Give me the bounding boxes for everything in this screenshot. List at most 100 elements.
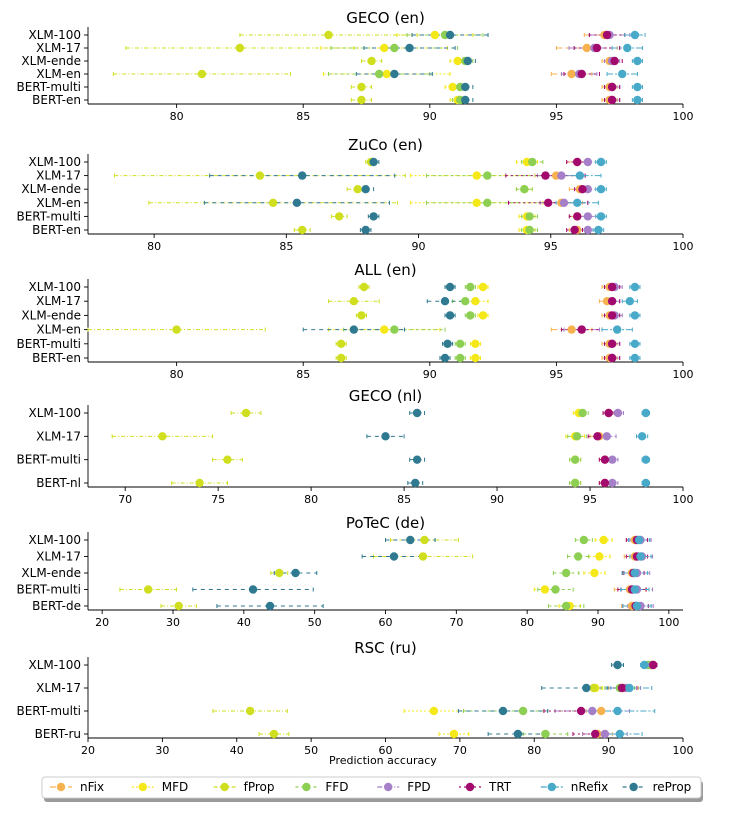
- point-ffd-bert-en: [455, 353, 465, 363]
- point-reprop-bert-ru: [513, 729, 523, 739]
- legend-label-fpd: FPD: [407, 780, 430, 794]
- point-reprop-xlm-100: [613, 660, 622, 670]
- point-ffd-xlm-en: [374, 69, 384, 79]
- point-trt-bert-multi: [600, 455, 610, 464]
- point-trt-xlm-100: [604, 408, 613, 418]
- x-tick-label: 85: [279, 240, 293, 253]
- legend-marker-reprop: [629, 782, 638, 792]
- point-nrefix-bert-multi: [630, 585, 640, 594]
- point-trt-bert-ru: [591, 729, 600, 739]
- point-ffd-bert-multi: [518, 706, 528, 716]
- point-trt-bert-multi: [573, 212, 582, 221]
- point-fprop-xlm-ende: [353, 185, 362, 194]
- point-reprop-bert-nl: [411, 478, 420, 488]
- point-mfd-xlm-ende: [478, 311, 488, 320]
- point-reprop-bert-en: [461, 95, 470, 105]
- legend: nFix MFD fProp FFD FPD TRT nRefix reProp: [41, 776, 703, 802]
- point-nrefix-bert-nl: [641, 478, 651, 488]
- y-tick-label: XLM-100: [29, 533, 82, 547]
- point-fpd-xlm-100: [583, 157, 592, 167]
- point-fprop-bert-ru: [269, 729, 279, 739]
- y-tick-label: XLM-en: [36, 196, 81, 210]
- y-tick-label: BERT-multi: [16, 704, 81, 718]
- point-nrefix-xlm-100: [630, 30, 640, 40]
- point-trt-xlm-100: [573, 157, 582, 167]
- x-tick-label: 80: [527, 744, 541, 757]
- point-ffd-xlm-ende: [520, 185, 529, 194]
- y-tick-label: BERT-ru: [35, 727, 81, 741]
- point-nrefix-xlm-17: [575, 171, 585, 180]
- x-tick-label: 20: [81, 744, 95, 757]
- point-nrefix-xlm-100: [640, 660, 649, 670]
- y-tick-label: XLM-100: [29, 28, 82, 42]
- point-nrefix-bert-en: [594, 225, 603, 235]
- y-tick-label: BERT-multi: [16, 453, 81, 467]
- point-reprop-bert-multi: [412, 455, 422, 464]
- y-tick-label: BERT-en: [32, 93, 81, 107]
- point-reprop-xlm-en: [349, 325, 359, 334]
- point-fprop-xlm-100: [420, 535, 429, 545]
- point-reprop-bert-en: [361, 225, 370, 235]
- point-mfd-bert-ru: [449, 729, 459, 739]
- point-fpd-bert-multi: [583, 212, 592, 221]
- point-ffd-bert-multi: [455, 339, 465, 348]
- legend-label-ffd: FFD: [325, 780, 348, 794]
- point-reprop-xlm-100: [406, 535, 415, 545]
- point-nrefix-xlm-ende: [630, 568, 640, 578]
- y-tick-label: BERT-multi: [16, 209, 81, 223]
- legend-label-nrefix: nRefix: [571, 780, 608, 794]
- point-reprop-xlm-17: [298, 171, 307, 180]
- point-fprop-bert-nl: [195, 478, 204, 488]
- x-tick-label: 100: [673, 744, 694, 757]
- point-fprop-xlm-ende: [367, 56, 376, 66]
- point-ffd-bert-multi: [525, 212, 534, 221]
- x-tick-label: 60: [379, 616, 393, 629]
- x-tick-label: 85: [296, 110, 310, 123]
- legend-label-mfd: MFD: [162, 780, 189, 794]
- x-tick-label: 90: [602, 744, 616, 757]
- y-tick-label: BERT-multi: [16, 583, 81, 597]
- point-trt-bert-multi: [607, 339, 617, 348]
- panel-title: PoTeC (de): [346, 514, 425, 532]
- x-tick-label: 90: [423, 110, 437, 123]
- point-trt-xlm-17: [607, 297, 617, 306]
- point-fprop-bert-en: [298, 225, 307, 235]
- point-mfd-bert-en: [471, 353, 480, 363]
- y-tick-label: XLM-17: [36, 429, 81, 443]
- point-trt-xlm-en: [577, 69, 586, 79]
- legend-marker-nrefix: [547, 782, 556, 792]
- point-trt-bert-multi: [576, 706, 586, 716]
- x-tick-label: 95: [549, 368, 563, 381]
- point-trt-xlm-17: [617, 683, 627, 693]
- panel-geco-en: GECO (en) 80 85 90 95 100 XLM-100XLM-17XLM-end…: [16, 9, 693, 123]
- point-reprop-xlm-17: [389, 552, 399, 561]
- point-nrefix-xlm-ende: [630, 311, 640, 320]
- y-tick-label: BERT-en: [32, 351, 81, 365]
- x-tick-label: 100: [673, 110, 694, 123]
- x-tick-label: 80: [170, 368, 184, 381]
- point-trt-xlm-100: [602, 30, 612, 40]
- legend-label-nfix: nFix: [80, 780, 104, 794]
- point-trt-xlm-ende: [578, 185, 587, 194]
- point-fprop-bert-de: [174, 601, 183, 611]
- point-ffd-xlm-17: [483, 171, 492, 180]
- point-mfd-xlm-17: [472, 171, 481, 180]
- point-fpd-bert-en: [583, 225, 592, 235]
- point-mfd-xlm-17: [380, 43, 389, 53]
- legend-label-fprop: fProp: [244, 780, 275, 794]
- x-tick-label: 90: [412, 240, 426, 253]
- point-reprop-bert-multi: [461, 82, 470, 92]
- y-tick-label: BERT-multi: [16, 337, 81, 351]
- point-mfd-bert-multi: [448, 82, 457, 92]
- point-reprop-xlm-17: [582, 683, 591, 693]
- point-nrefix-bert-multi: [630, 339, 640, 348]
- point-ffd-bert-en: [525, 225, 534, 235]
- point-fprop-xlm-100: [359, 282, 369, 292]
- point-mfd-xlm-en: [472, 198, 481, 207]
- y-tick-label: XLM-100: [29, 280, 82, 294]
- point-ffd-xlm-en: [483, 198, 492, 207]
- x-tick-label: 70: [449, 616, 463, 629]
- y-tick-label: BERT-nl: [36, 476, 81, 490]
- panel-all-en: ALL (en) 80 85 90 95 100 XLM-100XLM-17XLM-ende…: [16, 261, 693, 381]
- point-fpd-xlm-17: [602, 432, 611, 441]
